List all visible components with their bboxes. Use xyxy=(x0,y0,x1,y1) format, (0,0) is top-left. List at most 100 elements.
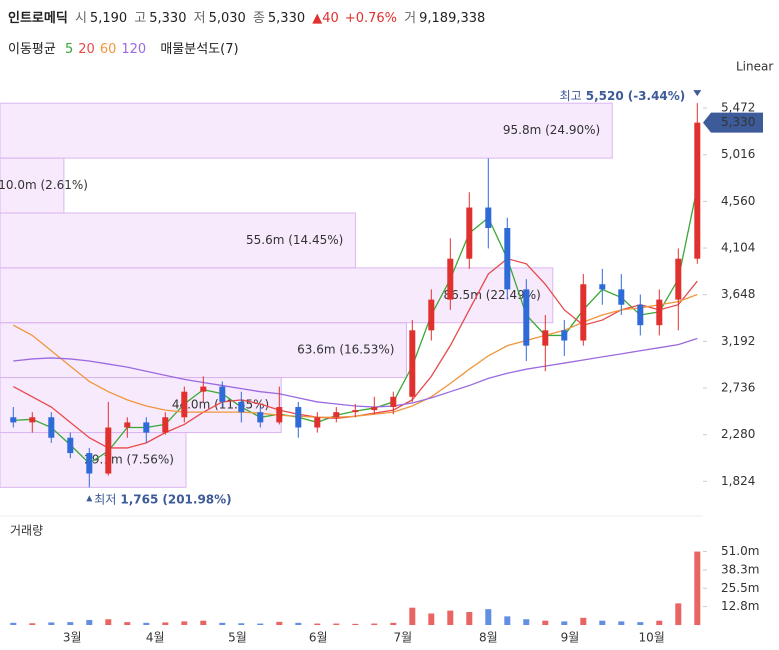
y-tick-label: 51.0m xyxy=(721,544,759,558)
candle-body xyxy=(352,410,359,413)
candle-body xyxy=(523,289,530,346)
profile-label: 55.6m (14.45%) xyxy=(246,233,343,247)
profile-bar xyxy=(0,102,613,159)
volume-bar xyxy=(599,620,606,625)
candle-body xyxy=(542,330,549,346)
y-tick-label: 2,280 xyxy=(721,427,755,441)
volume-bar xyxy=(371,623,378,625)
legend-items: 5 20 60 120 xyxy=(65,42,151,57)
volume-bar xyxy=(276,621,283,625)
label: 시 xyxy=(74,11,87,26)
scale-label: Linear xyxy=(736,60,773,74)
profile-bar xyxy=(0,322,407,379)
candle-body xyxy=(29,417,36,423)
volume-bar xyxy=(504,616,511,625)
last-price-tag xyxy=(703,112,763,133)
volume-bar xyxy=(219,622,226,625)
y-tick-label: 25.5m xyxy=(721,581,759,595)
volume-bar xyxy=(29,623,36,625)
y-tick-label: 4,104 xyxy=(721,241,755,255)
volume-bar xyxy=(542,620,549,625)
profile-bar xyxy=(0,432,187,488)
legend-entry[interactable]: 5 xyxy=(64,42,74,57)
profile-label: 63.6m (16.53%) xyxy=(297,343,394,357)
profile-label: 86.5m (22.49%) xyxy=(443,288,540,302)
volume-bar xyxy=(485,609,492,625)
max-marker xyxy=(693,90,702,97)
candle-body xyxy=(466,207,473,259)
volume-title: 거래량 xyxy=(10,524,43,538)
candle-body xyxy=(238,401,245,413)
volume-bar xyxy=(618,621,625,625)
candle-body xyxy=(276,407,283,423)
volume-bar xyxy=(67,622,74,625)
candle-body xyxy=(561,330,568,341)
min-annotation: 최저 1,765 (201.98%) xyxy=(94,492,231,506)
x-tick-label: 7월 xyxy=(393,631,412,645)
candle-body xyxy=(219,386,226,402)
x-tick-label: 6월 xyxy=(309,631,328,645)
candle-body xyxy=(675,258,682,300)
min-marker xyxy=(86,495,93,502)
value: 5,330 xyxy=(267,11,306,26)
candle-body xyxy=(10,417,17,423)
volume-bar xyxy=(352,623,359,625)
value: 5,330 xyxy=(149,11,187,26)
candle-body xyxy=(618,289,625,305)
candle-body xyxy=(86,453,93,474)
candle-body xyxy=(143,422,150,433)
candle-body xyxy=(409,330,416,397)
y-tick-label: 2,736 xyxy=(721,381,755,395)
candle-body xyxy=(694,122,701,259)
volume-bar xyxy=(409,607,416,625)
y-tick-label: 1,824 xyxy=(721,474,755,488)
volume-bar xyxy=(10,622,17,625)
min-value: 1,765 xyxy=(120,492,158,506)
legend-entry[interactable]: 60 xyxy=(99,42,117,57)
label: 고 xyxy=(134,11,147,26)
legend-entry[interactable]: 20 xyxy=(78,42,95,57)
y-tick-label: 5,472 xyxy=(721,101,755,115)
volume-bar xyxy=(143,622,150,625)
candle-body xyxy=(181,391,188,418)
candle-body xyxy=(162,417,169,433)
candle-body xyxy=(314,417,321,428)
candle-body xyxy=(371,407,378,411)
label: 저 xyxy=(193,11,206,26)
candle-body xyxy=(447,258,454,300)
profile-label: 29.1m (7.56%) xyxy=(84,452,174,466)
x-tick-label: 3월 xyxy=(63,631,82,645)
volume-bar xyxy=(314,623,321,625)
change-pct: +0.76% xyxy=(344,11,398,26)
volume-bar xyxy=(295,622,302,625)
volume-bar xyxy=(390,622,397,625)
y-tick-label: 3,192 xyxy=(721,334,755,348)
candle-body xyxy=(428,299,435,331)
x-tick-label: 5월 xyxy=(228,631,247,645)
value: 5,190 xyxy=(89,11,128,26)
profile-bar xyxy=(0,157,65,214)
y-tick-label: 12.8m xyxy=(721,599,759,613)
candle-body xyxy=(390,396,397,408)
legend-entry[interactable]: 120 xyxy=(121,42,147,57)
profile-label: 10.0m (2.61%) xyxy=(0,178,88,192)
volume-bar xyxy=(48,622,55,625)
candle-body xyxy=(637,304,644,326)
x-tick-label: 8월 xyxy=(479,631,498,645)
label: 거 xyxy=(404,11,417,26)
candle-body xyxy=(485,207,492,228)
legend-title: 이동평균 xyxy=(8,42,56,57)
profile-label: 95.8m (24.90%) xyxy=(503,123,600,137)
volume-bar xyxy=(561,621,568,625)
volume-bar xyxy=(675,603,682,625)
max-value: 5,520 xyxy=(586,89,624,103)
candle-body xyxy=(124,422,131,428)
value: 5,030 xyxy=(208,11,246,26)
change: ▲40 xyxy=(312,11,339,26)
volume-bar xyxy=(257,623,264,625)
y-tick-label: 3,648 xyxy=(721,287,755,301)
stock-name: 인트로메딕 xyxy=(8,11,68,26)
x-tick-label: 4월 xyxy=(146,631,165,645)
volume-bar xyxy=(124,622,131,625)
